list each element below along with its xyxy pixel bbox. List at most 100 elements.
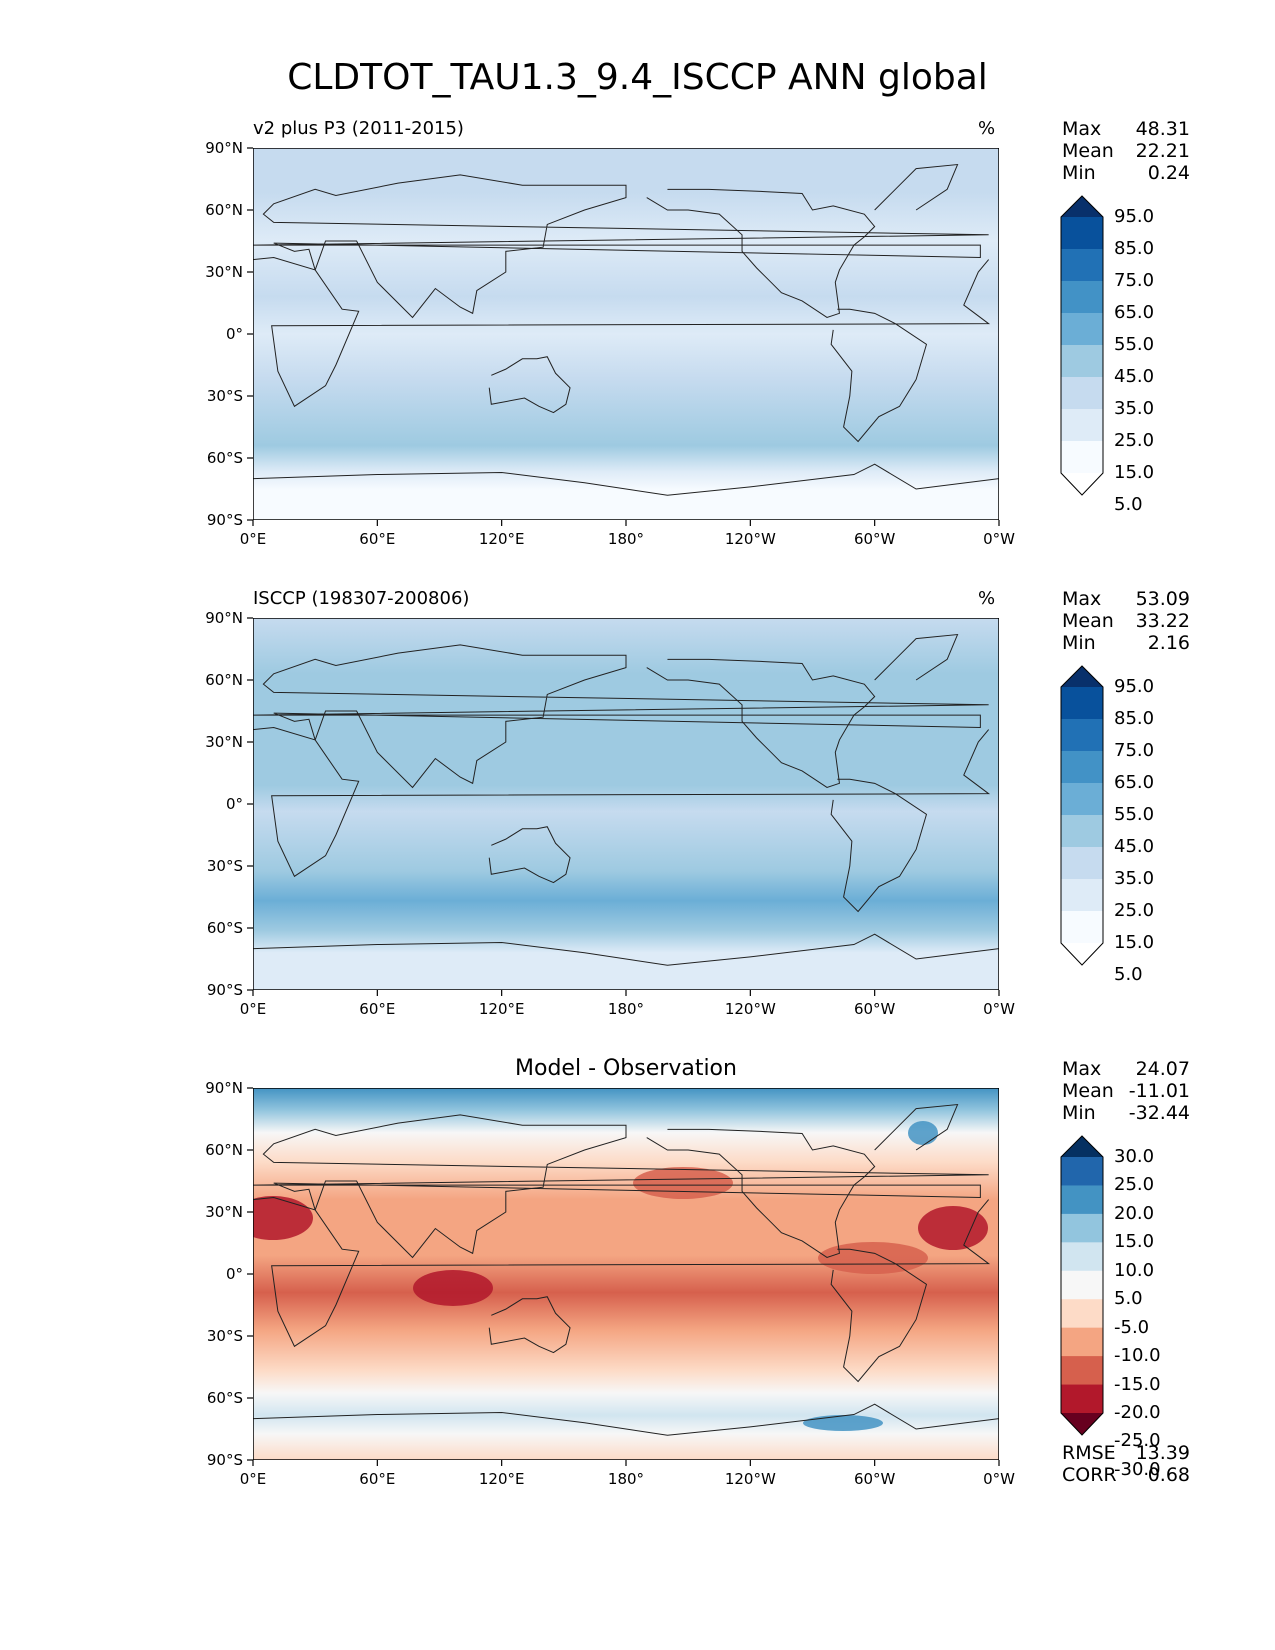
colorbar-segment bbox=[1061, 719, 1103, 752]
colorbar-tick-label: 85.0 bbox=[1114, 708, 1155, 729]
anomaly-blob bbox=[413, 1270, 493, 1306]
rmse-label: RMSE bbox=[1062, 1442, 1116, 1464]
colorbar-segment bbox=[1061, 1299, 1103, 1329]
x-tick-label: 120°E bbox=[479, 1000, 525, 1018]
colorbar-segment bbox=[1061, 249, 1103, 282]
x-tick-label: 120°E bbox=[479, 1470, 525, 1488]
colorbar-extend-top bbox=[1061, 1136, 1103, 1157]
colorbar-graphic bbox=[1060, 665, 1104, 966]
stat-mean: 33.22 bbox=[1135, 610, 1190, 632]
anomaly-blob bbox=[253, 1196, 313, 1240]
panel-model: v2 plus P3 (2011-2015) % 0°E 60°E 120°E 180… bbox=[0, 0, 1275, 548]
colorbar-tick-label: -5.0 bbox=[1114, 1316, 1150, 1338]
y-tick-label: 30°S bbox=[207, 387, 243, 405]
colorbar-tick-label: -25.0 bbox=[1114, 1430, 1161, 1452]
colorbar-tick-label: 10.0 bbox=[1114, 1259, 1155, 1281]
stat-max-label: Max bbox=[1062, 1058, 1102, 1080]
stat-min-label: Min bbox=[1062, 632, 1096, 654]
stat-min-label: Min bbox=[1062, 162, 1096, 184]
colorbar-tick-label: 75.0 bbox=[1114, 270, 1155, 291]
colorbar-tick-label: 95.0 bbox=[1114, 676, 1155, 697]
map-plot bbox=[253, 618, 999, 990]
y-tick-label: 60°S bbox=[207, 1389, 243, 1407]
y-tick-label: 30°N bbox=[205, 733, 243, 751]
stat-max-label: Max bbox=[1062, 588, 1102, 610]
coastlines bbox=[253, 633, 999, 966]
colorbar-segment bbox=[1061, 1270, 1103, 1300]
colorbar-tick-label: 45.0 bbox=[1114, 836, 1155, 857]
colorbar-segment bbox=[1061, 815, 1103, 848]
y-tick-label: 60°N bbox=[205, 1141, 243, 1159]
colorbar: 95.0 85.0 75.0 65.0 55.0 45.0 35.0 25.0 15.0 5.0 bbox=[1060, 665, 1190, 985]
y-tick-label: 30°N bbox=[205, 263, 243, 281]
y-tick-label: 0° bbox=[226, 1265, 243, 1283]
anomaly-blob bbox=[803, 1415, 883, 1431]
coastline bbox=[253, 644, 989, 789]
coastline bbox=[646, 658, 876, 789]
x-tick-label: 120°W bbox=[725, 530, 776, 548]
colorbar-tick-label: 30.0 bbox=[1114, 1146, 1155, 1167]
x-tick-label: 60°E bbox=[359, 1470, 395, 1488]
colorbar-tick-label: 95.0 bbox=[1114, 206, 1155, 227]
anomaly-blob bbox=[918, 1206, 988, 1250]
map-axes: 0°E 60°E 120°E 180° 120°W 60°W 0°W 90°N 60°N 30°N… bbox=[205, 610, 1015, 1018]
coastline bbox=[253, 257, 991, 408]
panel-units: % bbox=[978, 118, 996, 139]
stat-max: 48.31 bbox=[1135, 118, 1190, 140]
y-tick-label: 90°N bbox=[205, 140, 243, 157]
colorbar-tick-label: 20.0 bbox=[1114, 1202, 1155, 1224]
coastline bbox=[253, 463, 999, 496]
colorbar-tick-label: 65.0 bbox=[1114, 302, 1155, 323]
colorbar-extend-bottom bbox=[1061, 473, 1103, 495]
colorbar-segment bbox=[1061, 281, 1103, 314]
coastline bbox=[488, 1296, 571, 1354]
colorbar-segment bbox=[1061, 1213, 1103, 1243]
map-plot bbox=[253, 148, 999, 520]
coastline bbox=[488, 356, 571, 414]
colorbar-segment bbox=[1061, 313, 1103, 346]
x-tick-label: 120°E bbox=[479, 530, 525, 548]
colorbar-tick-label: 85.0 bbox=[1114, 238, 1155, 259]
x-tick-label: 0°E bbox=[240, 1000, 267, 1018]
y-tick-label: 60°N bbox=[205, 671, 243, 689]
y-tick-label: 90°S bbox=[207, 1451, 243, 1469]
colorbar-graphic bbox=[1060, 195, 1104, 496]
stat-min: -32.44 bbox=[1128, 1102, 1190, 1124]
x-tick-label: 0°W bbox=[983, 530, 1015, 548]
coastline bbox=[646, 188, 876, 319]
corr-label: CORR bbox=[1062, 1464, 1117, 1486]
colorbar-graphic bbox=[1060, 1135, 1104, 1436]
x-tick-label: 60°E bbox=[359, 1000, 395, 1018]
y-tick-label: 0° bbox=[226, 325, 243, 343]
colorbar-extend-bottom bbox=[1061, 1413, 1103, 1435]
colorbar-segment bbox=[1061, 751, 1103, 784]
colorbar-segment bbox=[1061, 345, 1103, 378]
colorbar-tick-label: 65.0 bbox=[1114, 772, 1155, 793]
y-tick-label: 60°S bbox=[207, 449, 243, 467]
x-tick-label: 0°W bbox=[983, 1000, 1015, 1018]
coastline bbox=[253, 1403, 999, 1436]
panel-center-title: Model - Observation bbox=[515, 1056, 737, 1081]
metrics-box: RMSE 13.39 CORR 0.68 bbox=[1062, 1442, 1190, 1486]
colorbar-tick-label: -10.0 bbox=[1114, 1345, 1161, 1367]
stat-mean: -11.01 bbox=[1128, 1080, 1190, 1102]
y-tick-label: 90°N bbox=[205, 610, 243, 627]
map-axes: 0°E 60°E 120°E 180° 120°W 60°W 0°W 90°N 60°N 30°N… bbox=[205, 140, 1015, 548]
y-tick-label: 30°S bbox=[207, 1327, 243, 1345]
coastline bbox=[253, 933, 999, 966]
corr-value: 0.68 bbox=[1147, 1464, 1190, 1486]
colorbar-tick-label: 45.0 bbox=[1114, 366, 1155, 387]
y-tick-label: 30°S bbox=[207, 857, 243, 875]
x-tick-label: 0°E bbox=[240, 530, 267, 548]
map-axes: 0°E 60°E 120°E 180° 120°W 60°W 0°W 90°N 60°N 30°N… bbox=[205, 1080, 1015, 1488]
colorbar-tick-label: -15.0 bbox=[1114, 1373, 1161, 1395]
coastline bbox=[830, 308, 928, 443]
stats-box: Max 24.07 Mean -11.01 Min -32.44 bbox=[1062, 1058, 1190, 1124]
panel-left-title: v2 plus P3 (2011-2015) bbox=[253, 118, 464, 139]
colorbar-tick-label: 15.0 bbox=[1114, 1231, 1155, 1253]
panel-units: % bbox=[978, 588, 996, 609]
coastline bbox=[830, 1248, 928, 1383]
anomaly-blob bbox=[908, 1121, 938, 1145]
coastline bbox=[488, 826, 571, 884]
x-tick-label: 60°W bbox=[854, 1470, 896, 1488]
